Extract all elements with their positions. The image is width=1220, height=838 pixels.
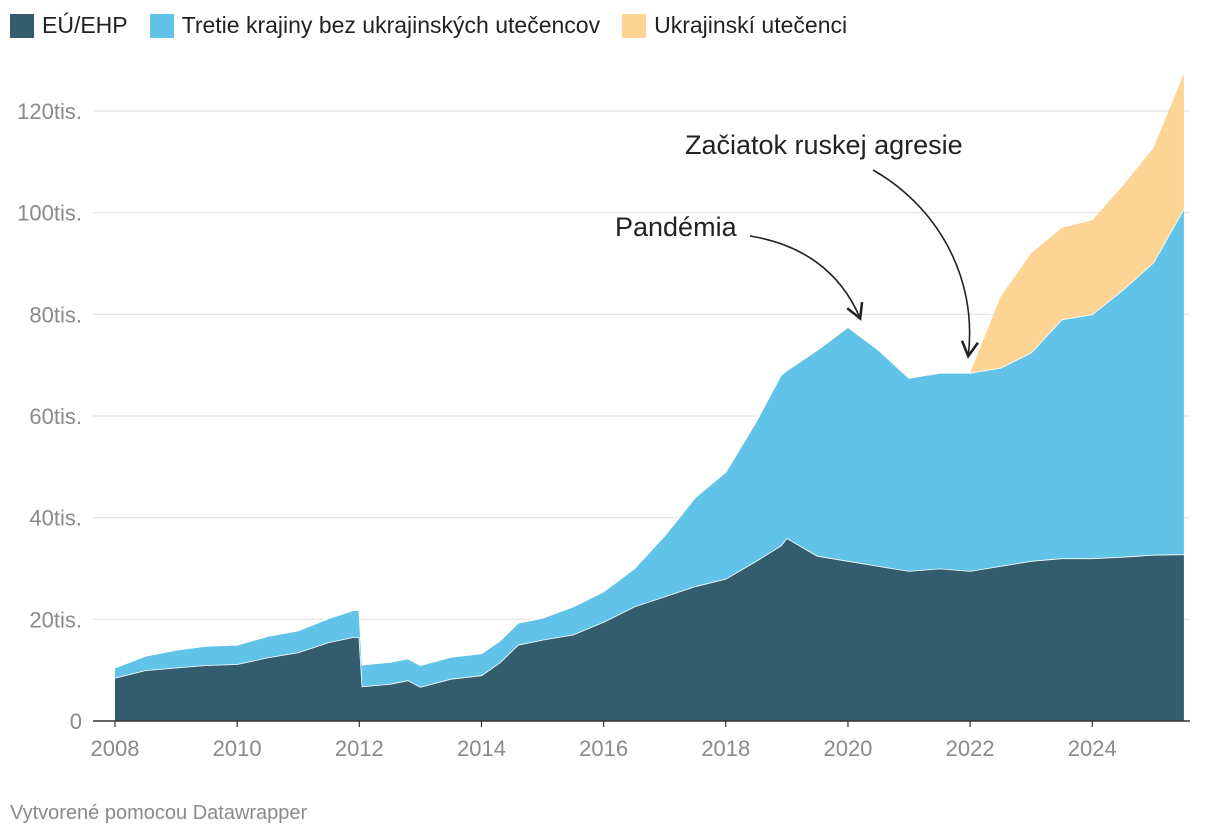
- area-separator-1: [114, 208, 1185, 669]
- legend-item-eu[interactable]: EÚ/EHP: [10, 12, 128, 39]
- legend-swatch-third-countries: [149, 13, 174, 38]
- x-tick-label: 2022: [946, 736, 995, 761]
- x-tick-label: 2016: [579, 736, 628, 761]
- legend: EÚ/EHP Tretie krajiny bez ukrajinských u…: [10, 12, 869, 39]
- y-tick-label: 100tis.: [17, 201, 82, 226]
- legend-label-third-countries: Tretie krajiny bez ukrajinských utečenco…: [181, 12, 601, 38]
- annotations: Pandémia Začiatok ruskej agresie: [615, 130, 979, 359]
- area-1: [115, 208, 1184, 687]
- x-tick-label: 2010: [213, 736, 262, 761]
- y-tick-label: 40tis.: [29, 506, 82, 531]
- y-tick-label: 80tis.: [29, 302, 82, 327]
- x-tick-label: 2018: [701, 736, 750, 761]
- annotation-arrow-pandemic: [749, 235, 864, 321]
- x-tick-label: 2020: [823, 736, 872, 761]
- annotation-pandemic: Pandémia: [615, 212, 738, 242]
- axes: 2008 2010 2012 2014 2016 2018 2020 2022 2024: [91, 720, 1190, 761]
- stacked-area-chart: 020tis.40tis.60tis.80tis.100tis.120tis. …: [17, 73, 1190, 761]
- area-series: [114, 73, 1185, 721]
- x-tick-label: 2008: [91, 736, 140, 761]
- y-tick-label: 0: [70, 709, 82, 734]
- credit-text: Vytvorené pomocou Datawrapper: [10, 802, 308, 824]
- x-tick-label: 2014: [457, 736, 506, 761]
- legend-item-ukrainian-refugees[interactable]: Ukrajinskí utečenci: [622, 12, 847, 39]
- legend-swatch-eu: [10, 13, 34, 38]
- y-tick-label: 60tis.: [29, 404, 82, 429]
- legend-label-eu: EÚ/EHP: [42, 12, 128, 38]
- y-tick-label: 20tis.: [29, 607, 82, 632]
- y-tick-label: 120tis.: [17, 99, 82, 124]
- annotation-arrow-aggression: [872, 169, 979, 359]
- legend-label-ukrainian-refugees: Ukrajinskí utečenci: [654, 12, 848, 38]
- legend-item-third-countries[interactable]: Tretie krajiny bez ukrajinských utečenco…: [149, 12, 601, 39]
- area-0: [115, 538, 1184, 721]
- x-tick-label: 2012: [335, 736, 384, 761]
- x-tick-label: 2024: [1068, 736, 1117, 761]
- legend-swatch-ukrainian-refugees: [622, 13, 647, 38]
- annotation-russian-aggression: Začiatok ruskej agresie: [685, 130, 963, 160]
